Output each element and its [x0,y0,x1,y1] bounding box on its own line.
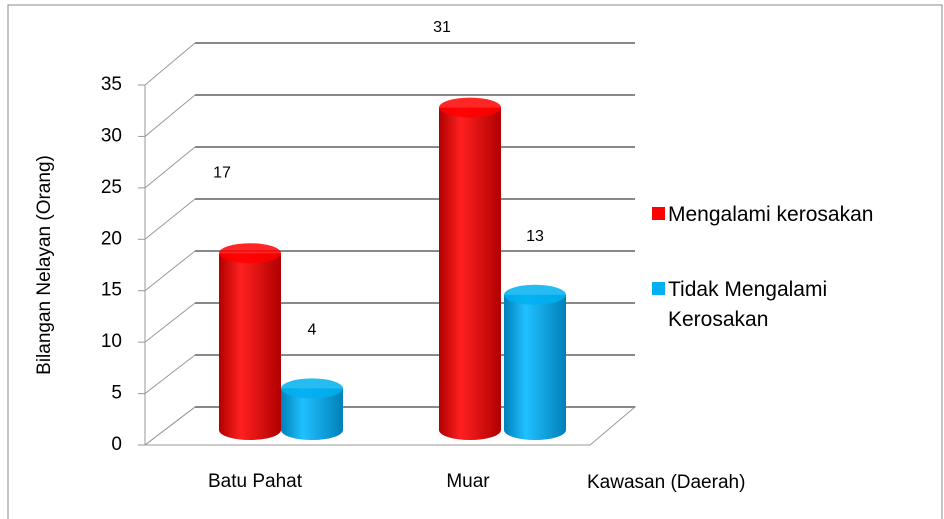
y-axis-label: Bilangan Nelayan (Orang) [34,155,55,375]
bar-top [504,284,566,305]
grid-line [144,250,196,292]
legend-label: Mengalami kerosakan [668,203,874,226]
value-label: 17 [213,164,231,181]
y-tick-label: 10 [101,331,122,352]
x-tick-label: Batu Pahat [208,471,303,492]
value-label: 4 [308,322,317,339]
grid-line [144,302,196,343]
y-tick-label: 5 [111,383,122,404]
y-tick-label: 35 [101,74,122,95]
legend-label: Tidak Mengalami Kerosakan [668,278,828,331]
y-tick-label: 0 [111,434,122,455]
bar-top [219,243,281,264]
x-tick-label: Muar [446,471,490,492]
x-axis-label: Kawasan (Daerah) [587,472,745,493]
grid-line [144,406,196,446]
grid-line [144,354,196,394]
bar-top [281,378,343,399]
bar [439,107,501,440]
legend-swatch [652,282,665,295]
value-label: 31 [433,19,451,36]
legend-swatch [652,207,665,220]
bar-top [439,97,501,118]
bar [504,294,566,440]
grid-line [144,94,196,137]
bar [281,388,343,440]
y-tick-label: 25 [101,177,122,198]
frame [7,4,943,519]
y-tick-label: 30 [101,125,122,146]
grid-line [144,42,196,86]
bar [219,253,281,440]
grid-line [144,198,196,240]
y-tick-label: 15 [101,280,122,301]
grid-line [144,146,196,189]
value-label: 13 [526,228,544,245]
y-tick-label: 20 [101,228,122,249]
